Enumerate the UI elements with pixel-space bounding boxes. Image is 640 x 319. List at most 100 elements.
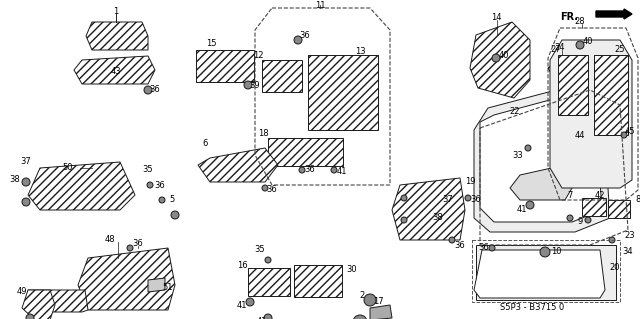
Circle shape	[449, 237, 455, 243]
Text: 14: 14	[491, 13, 501, 23]
Text: 41: 41	[337, 167, 348, 176]
Polygon shape	[512, 115, 548, 145]
Circle shape	[22, 178, 30, 186]
Circle shape	[621, 132, 627, 138]
Circle shape	[147, 182, 153, 188]
Bar	[472, 240, 620, 302]
Text: 43: 43	[111, 68, 122, 77]
Circle shape	[585, 217, 591, 223]
Polygon shape	[370, 305, 392, 319]
Circle shape	[262, 185, 268, 191]
Text: 37: 37	[443, 196, 453, 204]
Text: FR.: FR.	[560, 12, 578, 22]
Text: 40: 40	[499, 50, 509, 60]
Circle shape	[576, 41, 584, 49]
Polygon shape	[198, 148, 278, 182]
Polygon shape	[510, 165, 572, 200]
Circle shape	[26, 314, 34, 319]
Text: 36: 36	[155, 181, 165, 189]
Text: 36: 36	[150, 85, 161, 94]
Circle shape	[171, 211, 179, 219]
Text: 16: 16	[237, 261, 247, 270]
Text: 11: 11	[315, 1, 325, 10]
Text: 17: 17	[372, 298, 383, 307]
Polygon shape	[74, 56, 155, 84]
Circle shape	[244, 81, 252, 89]
Circle shape	[264, 314, 272, 319]
Text: 36: 36	[305, 166, 316, 174]
Polygon shape	[78, 248, 175, 310]
Circle shape	[489, 245, 495, 251]
Text: 42: 42	[595, 190, 605, 199]
Circle shape	[127, 245, 133, 251]
Circle shape	[331, 167, 337, 173]
Text: 36: 36	[470, 196, 481, 204]
Text: 37: 37	[20, 158, 31, 167]
Polygon shape	[470, 22, 530, 98]
Circle shape	[401, 195, 407, 201]
Circle shape	[159, 197, 165, 203]
Circle shape	[540, 247, 550, 257]
Text: 40: 40	[583, 38, 593, 47]
Text: 44: 44	[575, 130, 585, 139]
Text: 10: 10	[551, 248, 561, 256]
Text: 36: 36	[479, 243, 490, 253]
Text: 38: 38	[433, 213, 444, 222]
Circle shape	[246, 298, 254, 306]
Polygon shape	[474, 85, 610, 232]
Text: 5: 5	[170, 196, 175, 204]
Polygon shape	[86, 22, 148, 50]
Text: 6: 6	[202, 139, 208, 149]
Polygon shape	[28, 162, 135, 210]
Text: 12: 12	[253, 51, 263, 61]
Text: 36: 36	[132, 239, 143, 248]
Text: 15: 15	[205, 40, 216, 48]
Text: 23: 23	[625, 231, 636, 240]
Text: 13: 13	[355, 48, 365, 56]
Text: 8: 8	[636, 196, 640, 204]
Text: 35: 35	[143, 166, 154, 174]
Circle shape	[22, 198, 30, 206]
Circle shape	[294, 36, 302, 44]
Text: 39: 39	[250, 80, 260, 90]
Bar	[294, 265, 342, 297]
Text: 20: 20	[610, 263, 620, 272]
Circle shape	[364, 294, 376, 306]
Polygon shape	[392, 178, 465, 240]
Polygon shape	[148, 278, 165, 292]
Text: 41: 41	[257, 317, 268, 319]
Text: 30: 30	[347, 265, 357, 275]
Bar	[196, 50, 254, 82]
Circle shape	[465, 195, 471, 201]
Text: 41: 41	[516, 205, 527, 214]
Bar	[268, 138, 343, 166]
Text: 7: 7	[567, 190, 573, 199]
Circle shape	[144, 86, 152, 94]
Bar	[248, 268, 290, 296]
Circle shape	[492, 54, 500, 62]
Circle shape	[525, 145, 531, 151]
Text: S5P3 - B3715 0: S5P3 - B3715 0	[500, 303, 564, 312]
Polygon shape	[474, 250, 605, 298]
Text: 36: 36	[454, 241, 465, 249]
Text: 1: 1	[113, 6, 118, 16]
Bar	[476, 245, 616, 300]
Text: 50: 50	[63, 164, 73, 173]
Text: 25: 25	[615, 46, 625, 55]
Text: 28: 28	[575, 18, 586, 26]
Text: 22: 22	[509, 108, 520, 116]
Text: 38: 38	[10, 175, 20, 184]
Circle shape	[567, 215, 573, 221]
Text: 35: 35	[255, 246, 266, 255]
Bar	[594, 55, 628, 135]
Polygon shape	[28, 290, 88, 312]
Text: 34: 34	[623, 248, 634, 256]
Text: 36: 36	[300, 31, 310, 40]
Polygon shape	[22, 290, 55, 319]
Bar	[582, 198, 606, 216]
Circle shape	[526, 201, 534, 209]
Circle shape	[609, 237, 615, 243]
Circle shape	[401, 217, 407, 223]
Text: 51: 51	[163, 284, 173, 293]
Text: 49: 49	[17, 287, 28, 296]
